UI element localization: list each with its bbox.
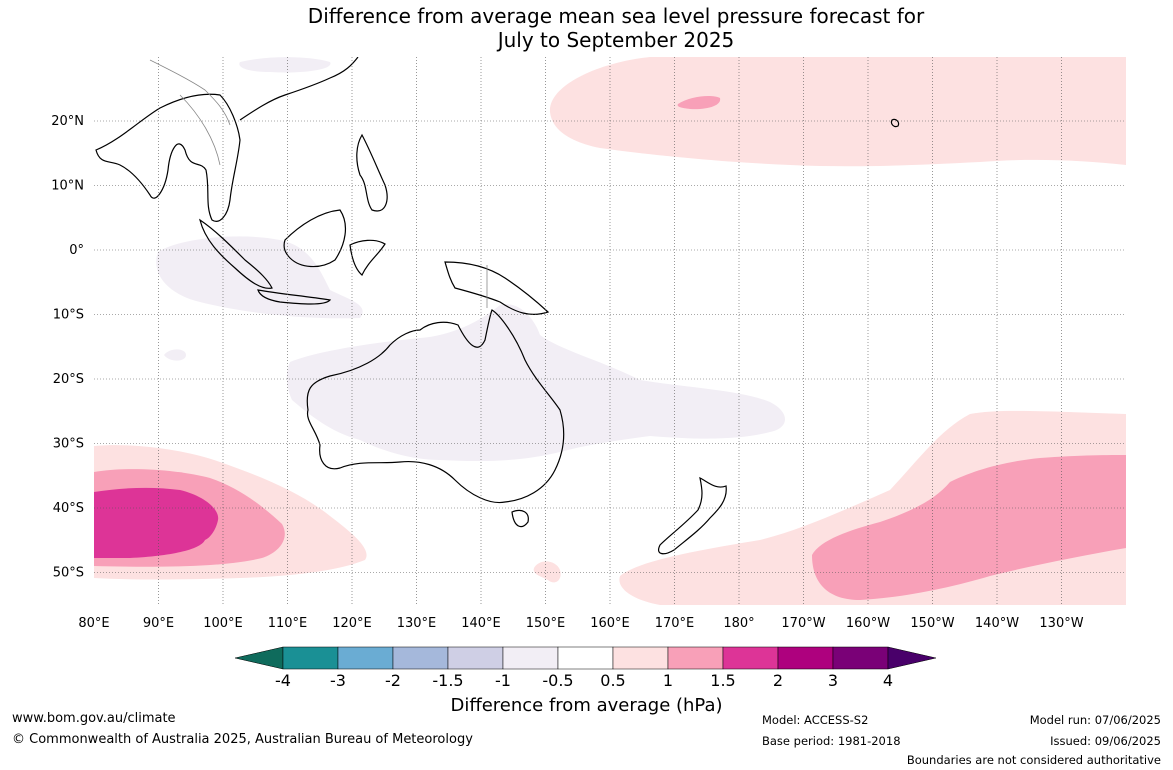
map-panel: 20°N 10°N 0° 10°S 20°S 30°S 40°S 50°S 80°E 90°E 1…: [51, 57, 1126, 631]
china-coast: [239, 57, 359, 121]
anomaly-region-indian-ocean-small: [164, 349, 186, 361]
colorbar-tick-label: 1.5: [710, 671, 736, 690]
issued-text: Issued: 09/06/2025: [1050, 734, 1161, 748]
colorbar-tick-label: 2: [772, 671, 784, 690]
colorbar-tick-label: -1.5: [432, 671, 464, 690]
anomaly-region-tasman-small: [533, 561, 561, 583]
colorbar-extend-high: [887, 646, 937, 670]
latitude-label: 40°S: [53, 501, 84, 516]
longitude-label: 100°E: [203, 616, 243, 631]
longitude-label: 140°E: [461, 616, 501, 631]
longitude-label: 130°E: [397, 616, 437, 631]
longitude-label: 160°E: [590, 616, 630, 631]
anomaly-region-north-pacific-core: [677, 96, 721, 110]
latitude-labels: 20°N 10°N 0° 10°S 20°S 30°S 40°S 50°S: [51, 114, 84, 581]
colorbar-swatch: [502, 646, 559, 670]
colorbar-tick-label: 4: [882, 671, 894, 690]
anomaly-region-north-pacific: [549, 57, 1126, 167]
base-period-text: Base period: 1981-2018: [762, 734, 901, 748]
australia-coastline: [306, 309, 565, 504]
colorbar-tick-label: 0.5: [600, 671, 626, 690]
disclaimer-text: Boundaries are not considered authoritat…: [906, 753, 1161, 767]
colorbar-swatches: [234, 646, 937, 670]
philippines-coastline: [356, 133, 388, 212]
new-zealand-coastline: [658, 476, 727, 555]
latitude-label: 50°S: [53, 566, 84, 581]
sumatra-coastline: [199, 218, 273, 289]
colorbar-swatch: [612, 646, 669, 670]
coastlines: [95, 57, 900, 555]
longitude-label: 120°E: [332, 616, 372, 631]
colorbar-swatch: [557, 646, 614, 670]
title-line-1: Difference from average mean sea level p…: [307, 4, 925, 28]
colorbar-swatch: [777, 646, 834, 670]
chart-title: Difference from average mean sea level p…: [0, 4, 1173, 52]
model-run-text: Model run: 07/06/2025: [1029, 713, 1161, 727]
longitude-labels: 80°E 90°E 100°E 110°E 120°E 130°E 140°E 150°E 16…: [78, 616, 1083, 631]
latitude-label: 10°S: [53, 308, 84, 323]
pressure-anomaly-fields: [94, 57, 1126, 605]
colorbar-swatch: [337, 646, 394, 670]
colorbar-tick-label: 3: [827, 671, 839, 690]
longitude-label: 170°W: [781, 616, 825, 631]
anomaly-region-maritime-continent: [156, 236, 363, 319]
colorbar-tick-label: -0.5: [542, 671, 574, 690]
colorbar-tick-label: -1: [495, 671, 511, 690]
copyright-text: © Commonwealth of Australia 2025, Austra…: [12, 732, 473, 747]
colorbar: [234, 646, 937, 670]
colorbar-title: Difference from average (hPa): [450, 695, 723, 716]
title-line-2: July to September 2025: [497, 28, 735, 52]
longitude-label: 150°E: [526, 616, 566, 631]
graticule: [94, 57, 1126, 605]
latitude-label: 20°S: [53, 372, 84, 387]
colorbar-swatch: [667, 646, 724, 670]
tasmania-coastline: [511, 509, 529, 528]
longitude-label: 160°W: [846, 616, 890, 631]
longitude-label: 140°W: [975, 616, 1019, 631]
colorbar-tick-label: -4: [275, 671, 291, 690]
latitude-label: 0°: [69, 243, 84, 258]
longitude-label: 150°W: [910, 616, 954, 631]
website-text: www.bom.gov.au/climate: [12, 711, 176, 726]
colorbar-tick-label: -2: [385, 671, 401, 690]
longitude-label: 170°E: [655, 616, 695, 631]
country-borders: [149, 59, 488, 308]
colorbar-tick-label: 1: [662, 671, 674, 690]
indochina-borders: [149, 59, 231, 166]
borneo-coastline: [283, 209, 347, 268]
anomaly-region-australia: [286, 304, 785, 462]
sulawesi-coastline: [349, 239, 386, 276]
java-coastline: [257, 289, 332, 305]
latitude-label: 30°S: [53, 437, 84, 452]
longitude-label: 180°: [723, 616, 754, 631]
colorbar-swatch: [282, 646, 339, 670]
anomaly-region-south-china-sea: [239, 57, 331, 73]
colorbar-swatch: [447, 646, 504, 670]
longitude-label: 90°E: [143, 616, 174, 631]
anomaly-region-south-pacific-core: [812, 455, 1126, 600]
longitude-label: 110°E: [268, 616, 308, 631]
hawaii-coastline: [890, 118, 900, 128]
new-guinea-coastline: [444, 261, 550, 315]
colorbar-swatch: [392, 646, 449, 670]
longitude-label: 130°W: [1039, 616, 1083, 631]
colorbar-tick-label: -3: [330, 671, 346, 690]
latitude-label: 20°N: [51, 114, 84, 129]
model-text: Model: ACCESS-S2: [762, 713, 869, 727]
colorbar-extend-low: [234, 646, 284, 670]
latitude-label: 10°N: [51, 179, 84, 194]
anomaly-region-south-indian-peak: [94, 487, 219, 558]
colorbar-swatch: [722, 646, 779, 670]
colorbar-swatch: [832, 646, 889, 670]
longitude-label: 80°E: [78, 616, 109, 631]
